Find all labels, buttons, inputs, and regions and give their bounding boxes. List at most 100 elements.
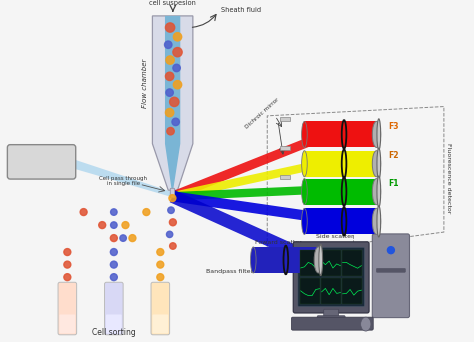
Polygon shape xyxy=(172,156,340,200)
Polygon shape xyxy=(304,208,376,234)
Circle shape xyxy=(157,249,164,255)
Circle shape xyxy=(166,56,174,64)
Ellipse shape xyxy=(377,206,381,237)
FancyBboxPatch shape xyxy=(321,250,341,276)
Polygon shape xyxy=(304,151,376,177)
Circle shape xyxy=(166,231,173,238)
Circle shape xyxy=(110,209,117,215)
Ellipse shape xyxy=(372,179,381,205)
Ellipse shape xyxy=(377,176,381,207)
FancyBboxPatch shape xyxy=(321,278,341,304)
Ellipse shape xyxy=(361,317,371,331)
Circle shape xyxy=(170,97,179,107)
FancyBboxPatch shape xyxy=(106,314,122,333)
FancyBboxPatch shape xyxy=(170,188,174,198)
Polygon shape xyxy=(172,185,339,200)
Circle shape xyxy=(110,274,118,281)
Ellipse shape xyxy=(301,208,307,234)
FancyBboxPatch shape xyxy=(324,309,338,318)
Circle shape xyxy=(64,274,71,281)
Circle shape xyxy=(164,41,172,49)
Circle shape xyxy=(122,222,129,228)
Text: Flow chamber: Flow chamber xyxy=(142,58,148,108)
Ellipse shape xyxy=(301,151,307,177)
Circle shape xyxy=(170,243,176,249)
FancyBboxPatch shape xyxy=(292,317,373,330)
FancyBboxPatch shape xyxy=(300,278,320,304)
Circle shape xyxy=(110,249,118,255)
Circle shape xyxy=(165,72,174,80)
Circle shape xyxy=(110,261,118,268)
FancyBboxPatch shape xyxy=(317,316,345,320)
Text: cell suspesion: cell suspesion xyxy=(149,0,196,6)
Ellipse shape xyxy=(319,244,323,276)
FancyBboxPatch shape xyxy=(151,282,170,335)
Ellipse shape xyxy=(301,179,307,205)
FancyBboxPatch shape xyxy=(376,268,405,272)
Text: Sheath fluid: Sheath fluid xyxy=(221,7,261,13)
FancyBboxPatch shape xyxy=(58,282,77,335)
Ellipse shape xyxy=(301,121,307,147)
FancyBboxPatch shape xyxy=(105,282,123,335)
Polygon shape xyxy=(73,159,173,197)
Polygon shape xyxy=(171,126,341,201)
Ellipse shape xyxy=(314,247,323,273)
Ellipse shape xyxy=(372,121,381,147)
Text: Bandpass filter: Bandpass filter xyxy=(207,269,254,274)
Polygon shape xyxy=(172,191,340,225)
Circle shape xyxy=(167,128,174,135)
Circle shape xyxy=(172,118,179,126)
Text: F2: F2 xyxy=(388,151,399,160)
FancyBboxPatch shape xyxy=(298,247,365,306)
Text: Dichroic mirror: Dichroic mirror xyxy=(245,97,281,130)
Circle shape xyxy=(64,261,71,268)
FancyBboxPatch shape xyxy=(300,250,320,276)
Circle shape xyxy=(157,274,164,281)
Circle shape xyxy=(387,247,394,254)
Circle shape xyxy=(99,222,106,228)
Circle shape xyxy=(173,32,182,41)
Circle shape xyxy=(64,249,71,255)
Circle shape xyxy=(143,209,150,215)
Polygon shape xyxy=(165,16,180,190)
Circle shape xyxy=(173,80,182,89)
FancyBboxPatch shape xyxy=(342,278,362,304)
Circle shape xyxy=(173,48,182,57)
Circle shape xyxy=(129,235,136,241)
Circle shape xyxy=(157,261,164,268)
Text: F1: F1 xyxy=(388,179,399,188)
Text: Laser (light source): Laser (light source) xyxy=(12,159,71,165)
Polygon shape xyxy=(280,175,291,179)
Text: F3: F3 xyxy=(388,121,399,131)
FancyBboxPatch shape xyxy=(293,242,369,313)
Circle shape xyxy=(168,207,174,213)
Polygon shape xyxy=(280,117,291,121)
Circle shape xyxy=(165,23,175,32)
Text: Fluorescence detector: Fluorescence detector xyxy=(446,143,451,214)
Circle shape xyxy=(165,108,174,117)
Circle shape xyxy=(173,64,180,72)
Circle shape xyxy=(110,222,117,228)
Circle shape xyxy=(169,195,176,202)
Ellipse shape xyxy=(377,148,381,179)
Ellipse shape xyxy=(377,119,381,150)
Ellipse shape xyxy=(372,208,381,234)
Circle shape xyxy=(166,89,173,96)
Polygon shape xyxy=(253,247,319,273)
Circle shape xyxy=(110,235,118,241)
Circle shape xyxy=(120,235,127,241)
Text: Cell pass through
in single file: Cell pass through in single file xyxy=(99,175,147,186)
Circle shape xyxy=(80,209,87,215)
Text: Foward scatter: Foward scatter xyxy=(255,240,302,245)
FancyBboxPatch shape xyxy=(59,314,75,333)
FancyBboxPatch shape xyxy=(8,145,76,179)
Polygon shape xyxy=(153,16,193,190)
Polygon shape xyxy=(280,146,291,150)
Polygon shape xyxy=(170,190,295,256)
Text: Side scatter: Side scatter xyxy=(316,234,354,239)
Text: Cell sorting: Cell sorting xyxy=(92,328,136,337)
FancyBboxPatch shape xyxy=(342,250,362,276)
Circle shape xyxy=(169,219,176,226)
Polygon shape xyxy=(304,179,376,205)
Polygon shape xyxy=(304,121,376,147)
